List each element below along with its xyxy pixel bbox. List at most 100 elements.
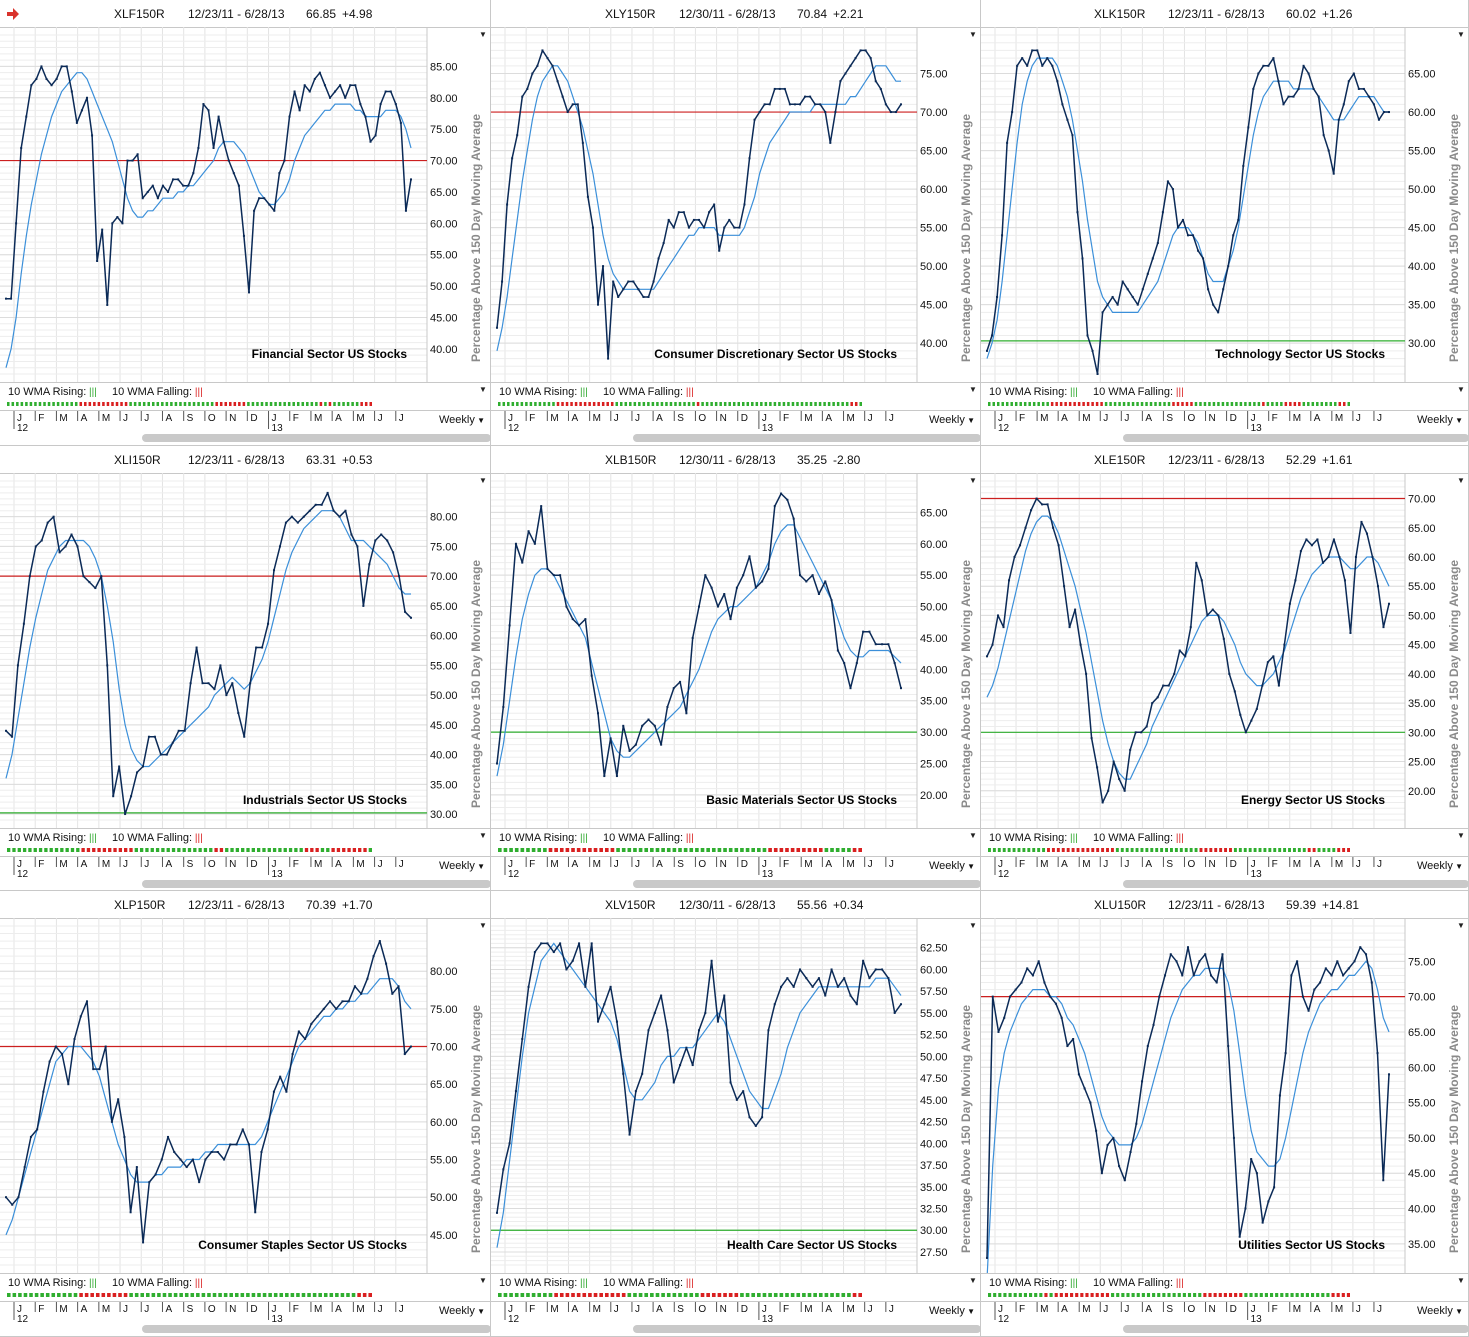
y-tick-label: 35.00 <box>1408 698 1436 710</box>
price-point <box>189 682 192 685</box>
menu-dropdown-icon[interactable]: ▼ <box>1457 476 1465 485</box>
x-tick-label: F <box>529 1304 535 1315</box>
horizontal-scrollbar[interactable] <box>633 1325 980 1333</box>
price-point <box>814 103 817 106</box>
rising-dot <box>1118 402 1121 406</box>
rising-dot <box>835 1293 840 1297</box>
wma-indicator-strip: 10 WMA Rising: ||| 10 WMA Falling: ||| ▼ <box>491 1273 980 1302</box>
price-point <box>590 942 593 945</box>
rising-dot <box>660 402 664 406</box>
period-selector[interactable]: Weekly ▼ <box>1417 414 1463 426</box>
horizontal-scrollbar[interactable] <box>142 1325 490 1333</box>
indicator-dropdown-icon[interactable]: ▼ <box>969 831 977 840</box>
price-point <box>864 49 867 52</box>
menu-dropdown-icon[interactable]: ▼ <box>969 476 977 485</box>
horizontal-scrollbar[interactable] <box>633 880 980 888</box>
falling-dot <box>785 848 789 852</box>
period-selector[interactable]: Weekly ▼ <box>1417 860 1463 872</box>
x-tick-label: F <box>529 859 535 870</box>
falling-dot <box>342 848 346 852</box>
x-tick-label: A <box>1145 1304 1152 1315</box>
rising-dot <box>351 402 354 406</box>
horizontal-scrollbar[interactable] <box>142 434 490 442</box>
indicator-dropdown-icon[interactable]: ▼ <box>479 385 487 394</box>
wma-rising-label: 10 WMA Rising: ||| <box>499 832 588 844</box>
period-selector[interactable]: Weekly ▼ <box>439 860 485 872</box>
indicator-dropdown-icon[interactable]: ▼ <box>1457 385 1465 394</box>
price-point <box>1129 748 1132 751</box>
rising-dot <box>70 848 75 852</box>
indicator-dropdown-icon[interactable]: ▼ <box>479 1276 487 1285</box>
red-arrow-icon[interactable] <box>6 7 20 21</box>
menu-dropdown-icon[interactable]: ▼ <box>969 30 977 39</box>
x-tick-label: J <box>889 859 894 870</box>
last-value: 63.31 <box>306 453 337 467</box>
period-selector[interactable]: Weekly ▼ <box>439 1305 485 1317</box>
price-point <box>207 109 210 112</box>
menu-dropdown-icon[interactable]: ▼ <box>479 921 487 930</box>
rising-dot <box>1104 402 1108 406</box>
chart-header: XLK150R 12/23/11 - 6/28/13 60.02 +1.26 <box>981 0 1468 28</box>
menu-dropdown-icon[interactable]: ▼ <box>479 30 487 39</box>
falling-dot <box>1047 848 1050 852</box>
price-point <box>372 955 375 958</box>
indicator-dropdown-icon[interactable]: ▼ <box>479 831 487 840</box>
price-point <box>1135 1122 1138 1125</box>
year-label: 13 <box>1251 1314 1263 1324</box>
horizontal-scrollbar[interactable] <box>633 434 980 442</box>
price-point <box>124 813 127 816</box>
rising-dot <box>502 402 506 406</box>
rising-dot <box>683 1293 688 1297</box>
menu-dropdown-icon[interactable]: ▼ <box>1457 30 1465 39</box>
period-selector[interactable]: Weekly ▼ <box>929 414 975 426</box>
rising-dot <box>1049 1293 1053 1297</box>
price-point <box>516 134 519 137</box>
menu-dropdown-icon[interactable]: ▼ <box>1457 921 1465 930</box>
month-axis: J F M A M J J A S O N D J F M A M J J12 13 <box>13 411 404 433</box>
price-point <box>20 147 23 149</box>
horizontal-scrollbar[interactable] <box>142 880 490 888</box>
price-point <box>687 226 690 229</box>
falling-dot <box>696 402 700 406</box>
price-point <box>609 985 612 988</box>
period-selector[interactable]: Weekly ▼ <box>929 1305 975 1317</box>
period-label: Weekly <box>1417 414 1453 426</box>
rising-dot <box>206 402 209 406</box>
rising-dot <box>757 1293 761 1297</box>
indicator-dropdown-icon[interactable]: ▼ <box>1457 1276 1465 1285</box>
price-point <box>136 153 139 156</box>
horizontal-scrollbar[interactable] <box>1123 1325 1468 1333</box>
menu-dropdown-icon[interactable]: ▼ <box>479 476 487 485</box>
period-selector[interactable]: Weekly ▼ <box>1417 1305 1463 1317</box>
chart-caption: Industrials Sector US Stocks <box>243 793 407 807</box>
falling-dot <box>336 848 341 852</box>
y-tick-label: 30.00 <box>920 727 948 739</box>
x-tick-label: A <box>825 859 832 870</box>
horizontal-scrollbar[interactable] <box>1123 880 1468 888</box>
price-point <box>672 1081 675 1084</box>
year-label: 12 <box>17 423 29 433</box>
wma-indicator-strip: 10 WMA Rising: ||| 10 WMA Falling: ||| ▼ <box>491 382 980 411</box>
x-tick-label: J <box>614 859 619 870</box>
price-point <box>1337 118 1340 121</box>
period-selector[interactable]: Weekly ▼ <box>929 860 975 872</box>
indicator-dropdown-icon[interactable]: ▼ <box>969 1276 977 1285</box>
rising-dot <box>683 848 688 852</box>
period-selector[interactable]: Weekly ▼ <box>439 414 485 426</box>
falling-dot <box>1095 1293 1099 1297</box>
price-point <box>836 985 839 988</box>
price-point <box>533 951 536 954</box>
price-point <box>1239 713 1242 716</box>
indicator-dropdown-icon[interactable]: ▼ <box>1457 831 1465 840</box>
rising-dot <box>847 848 851 852</box>
menu-dropdown-icon[interactable]: ▼ <box>969 921 977 930</box>
y-tick-label: 55.00 <box>920 223 948 235</box>
price-point <box>76 545 79 548</box>
price-point <box>1024 526 1027 529</box>
y-tick-label: 35.00 <box>430 779 458 791</box>
indicator-dropdown-icon[interactable]: ▼ <box>969 385 977 394</box>
price-point <box>571 959 574 962</box>
falling-dot <box>1229 848 1232 852</box>
horizontal-scrollbar[interactable] <box>1123 434 1468 442</box>
price-point <box>723 994 726 997</box>
